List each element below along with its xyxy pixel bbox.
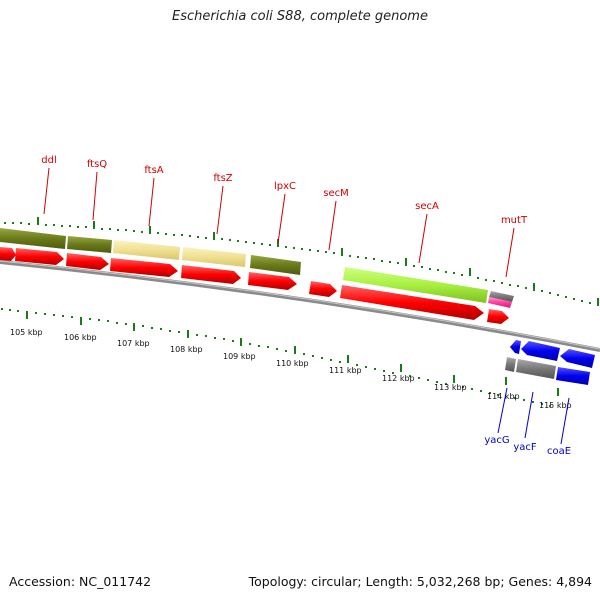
cds-arrow [0, 247, 16, 261]
scale-label: 107 kbp [117, 339, 150, 348]
gene-labels-forward: ddl ftsQ ftsA ftsZ lpxC secM secA mutT [41, 155, 528, 278]
category-block [113, 240, 180, 260]
gene-label: yacG [484, 435, 509, 446]
category-block [250, 255, 301, 275]
gene-label: mutT [501, 215, 528, 226]
category-block [556, 367, 590, 385]
gene-label: ftsZ [213, 173, 232, 184]
cds-arrow [487, 309, 509, 324]
cds-ring-reverse [510, 340, 595, 368]
cds-ring-forward [0, 247, 509, 324]
gene-label: secM [323, 188, 349, 199]
scale-label: 113 kbp [434, 383, 467, 392]
cds-arrow [510, 340, 521, 354]
scale-label: 106 kbp [64, 333, 97, 342]
category-block [488, 297, 512, 308]
category-ring-forward [0, 228, 514, 308]
scale-label: 114 kbp [487, 392, 520, 401]
gene-label: coaE [547, 446, 571, 457]
gene-label: ftsQ [87, 159, 107, 170]
gene-labels-reverse: yacG yacF coaE [484, 387, 571, 457]
gene-label: lpxC [274, 181, 296, 192]
scale-labels: 105 kbp 106 kbp 107 kbp 108 kbp 109 kbp … [10, 328, 572, 410]
accession-text: Accession: NC_011742 [9, 574, 152, 589]
cds-arrow [521, 341, 560, 361]
cds-arrow [181, 265, 241, 284]
map-title: Escherichia coli S88, complete genome [172, 9, 428, 24]
cds-arrow [110, 258, 178, 277]
category-block [67, 236, 112, 253]
category-block [516, 359, 556, 379]
cds-arrow [248, 272, 297, 290]
category-ring-reverse [505, 357, 590, 385]
gene-label: ftsA [144, 165, 163, 176]
scale-label: 112 kbp [382, 374, 415, 383]
scale-label: 108 kbp [170, 345, 203, 354]
category-block [182, 247, 246, 267]
category-block [343, 267, 488, 303]
gene-label: ddl [41, 155, 56, 166]
scale-label: 109 kbp [223, 352, 256, 361]
category-block [505, 357, 516, 372]
category-block [0, 228, 66, 249]
genome-backbone [0, 260, 600, 352]
scale-label: 105 kbp [10, 328, 43, 337]
scale-label: 115 kbp [539, 401, 572, 410]
cds-arrow [560, 349, 595, 368]
scale-label: 110 kbp [276, 359, 309, 368]
inner-tick-ring [1, 308, 559, 407]
cds-arrow [309, 281, 337, 297]
cds-arrow [15, 248, 64, 265]
genome-summary-text: Topology: circular; Length: 5,032,268 bp… [248, 574, 592, 589]
category-block [489, 291, 514, 302]
gene-label: yacF [513, 442, 537, 453]
cds-arrow [66, 253, 109, 270]
scale-label: 111 kbp [329, 366, 362, 375]
gene-label: secA [415, 201, 439, 212]
cds-arrow [340, 285, 484, 320]
